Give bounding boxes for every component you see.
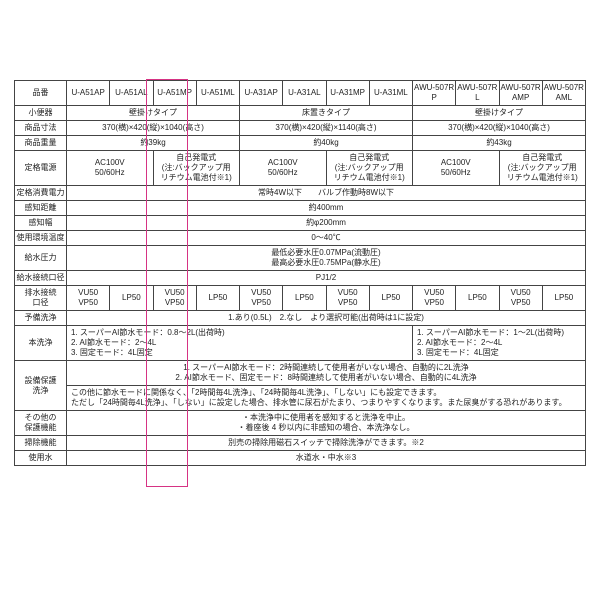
row-maint-1: 設備保護洗浄 1. スーパーAI節水モード：2時間連続して使用者がいない場合、自… (15, 361, 586, 386)
row-other: その他の保護機能・本洗浄中に使用者を感知すると洗浄を中止。・着座後 4 秒以内に… (15, 411, 586, 436)
row-supply: 給水接続口径PJ1/2 (15, 271, 586, 286)
model-4: U-A31AP (240, 81, 283, 106)
type-2: 壁掛けタイプ (413, 106, 586, 121)
dim-1: 370(横)×420(縦)×1140(高さ) (240, 121, 413, 136)
model-6: U-A31MP (326, 81, 369, 106)
power-ac-1: AC100V50/60Hz (240, 151, 327, 186)
model-3: U-A51ML (196, 81, 239, 106)
row-sense-dist: 感知距離約400mm (15, 201, 586, 216)
power-self-1: 自己発電式(注:バックアップ用リチウム電池付※1) (326, 151, 413, 186)
type-0: 壁掛けタイプ (67, 106, 240, 121)
power-self-2: 自己発電式(注:バックアップ用リチウム電池付※1) (499, 151, 586, 186)
model-0: U-A51AP (67, 81, 110, 106)
power-ac-2: AC100V50/60Hz (413, 151, 500, 186)
row-prewash: 予備洗浄1.あり(0.5L) 2.なし より選択可能(出荷時は1に設定) (15, 311, 586, 326)
model-5: U-A31AL (283, 81, 326, 106)
row-power: 定格電源 AC100V50/60Hz 自己発電式(注:バックアップ用リチウム電池… (15, 151, 586, 186)
dim-0: 370(横)×420(縦)×1040(高さ) (67, 121, 240, 136)
label-dim: 商品寸法 (15, 121, 67, 136)
weight-2: 約43kg (413, 136, 586, 151)
label-drain: 排水接続口径 (15, 286, 67, 311)
row-clean: 掃除機能別売の掃除用磁石スイッチで掃除洗浄ができます。※2 (15, 436, 586, 451)
row-mainwash: 本洗浄 1. スーパーAI節水モード：0.8～2L(出荷時)2. AI節水モード… (15, 326, 586, 361)
label-weight: 商品重量 (15, 136, 67, 151)
row-weight: 商品重量 約39kg 約40kg 約43kg (15, 136, 586, 151)
row-power-cons: 定格消費電力常時4W以下 バルブ作動時8W以下 (15, 186, 586, 201)
model-9: AWU-507RL (456, 81, 499, 106)
spec-table-wrap: 品番 U-A51AP U-A51AL U-A51MP U-A51ML U-A31… (14, 80, 586, 466)
spec-table: 品番 U-A51AP U-A51AL U-A51MP U-A51ML U-A31… (14, 80, 586, 466)
model-7: U-A31ML (369, 81, 412, 106)
label-type: 小便器 (15, 106, 67, 121)
label-power: 定格電源 (15, 151, 67, 186)
row-drain: 排水接続口径 VU50VP50LP50 VU50VP50LP50 VU50VP5… (15, 286, 586, 311)
model-8: AWU-507RP (413, 81, 456, 106)
label-model: 品番 (15, 81, 67, 106)
row-water: 使用水水道水・中水※3 (15, 451, 586, 466)
row-dim: 商品寸法 370(横)×420(縦)×1040(高さ) 370(横)×420(縦… (15, 121, 586, 136)
row-temp: 使用環境温度0～40℃ (15, 231, 586, 246)
row-pressure: 給水圧力最低必要水圧0.07MPa(流動圧)最高必要水圧0.75MPa(静水圧) (15, 246, 586, 271)
weight-1: 約40kg (240, 136, 413, 151)
model-10: AWU-507RAMP (499, 81, 542, 106)
row-model: 品番 U-A51AP U-A51AL U-A51MP U-A51ML U-A31… (15, 81, 586, 106)
power-ac-0: AC100V50/60Hz (67, 151, 154, 186)
model-2: U-A51MP (153, 81, 196, 106)
model-1: U-A51AL (110, 81, 153, 106)
row-type: 小便器 壁掛けタイプ 床置きタイプ 壁掛けタイプ (15, 106, 586, 121)
weight-0: 約39kg (67, 136, 240, 151)
row-maint-2: この他に節水モードに関係なく、「2時間毎4L洗浄」、「24時間毎4L洗浄」、「し… (15, 386, 586, 411)
type-1: 床置きタイプ (240, 106, 413, 121)
model-11: AWU-507RAML (542, 81, 585, 106)
row-sense-width: 感知幅約φ200mm (15, 216, 586, 231)
power-self-0: 自己発電式(注:バックアップ用リチウム電池付※1) (153, 151, 240, 186)
dim-2: 370(横)×420(縦)×1040(高さ) (413, 121, 586, 136)
